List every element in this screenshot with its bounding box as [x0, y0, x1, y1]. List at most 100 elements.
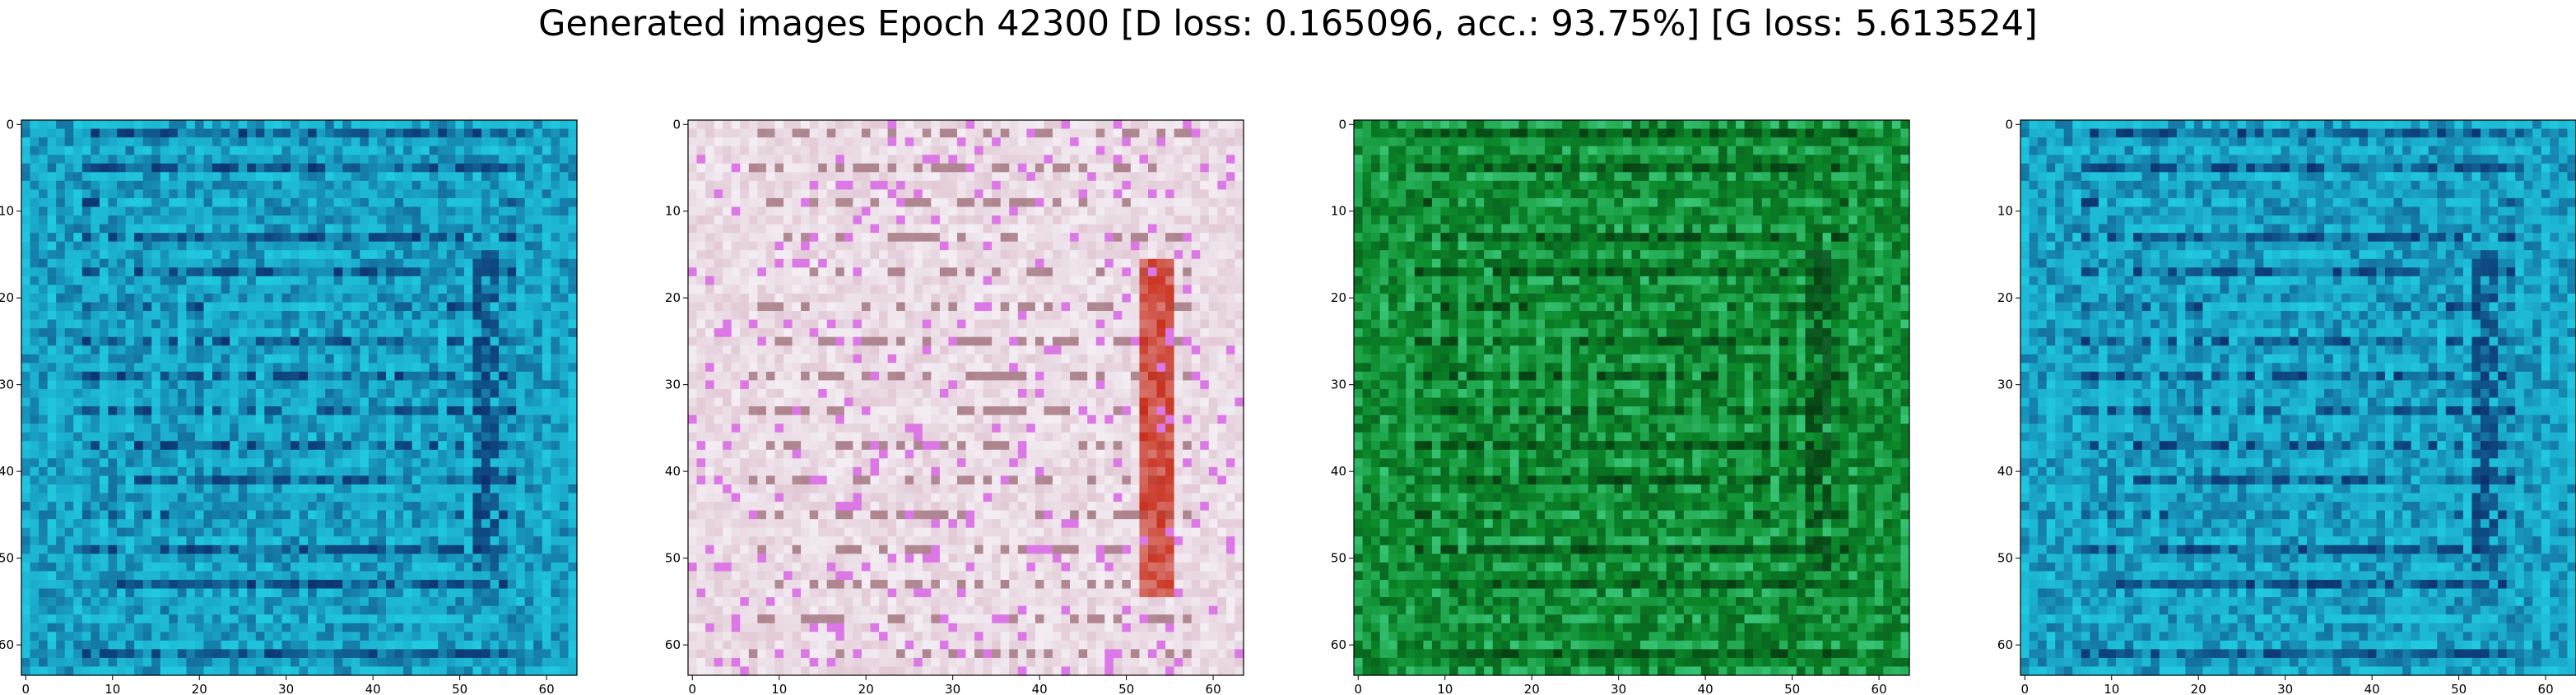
x-tick-label: 40: [1032, 682, 1048, 695]
x-tick-label: 20: [192, 682, 207, 695]
x-tick: 20: [1524, 675, 1540, 695]
axes-frame: [687, 119, 1244, 676]
x-tick: 20: [192, 675, 207, 695]
x-tick-label: 20: [1524, 682, 1540, 695]
x-tick-label: 0: [1355, 682, 1363, 695]
y-tick-label: 20: [1997, 290, 2013, 305]
x-tick: 10: [105, 675, 120, 695]
y-tick-label: 10: [1331, 204, 1346, 219]
y-tick-label: 60: [665, 637, 681, 652]
y-tick-label: 10: [0, 204, 14, 219]
x-tick-label: 10: [771, 682, 787, 695]
x-tick: 50: [1118, 675, 1134, 695]
x-tick-label: 20: [858, 682, 874, 695]
x-tick-label: 10: [1437, 682, 1453, 695]
x-tick: 40: [2364, 675, 2380, 695]
image-panel-2: 0 10 20 30 40 50 60 0 10 20 30 40 50 60: [665, 117, 1244, 695]
x-tick: 10: [1437, 675, 1453, 695]
y-tick: 50: [665, 551, 688, 566]
y-tick: 20: [1997, 290, 2020, 305]
x-tick: 10: [771, 675, 787, 695]
y-tick-label: 50: [1331, 551, 1346, 566]
y-tick: 0: [672, 117, 688, 132]
y-tick-label: 20: [1331, 290, 1346, 305]
y-tick-label: 40: [1331, 464, 1346, 479]
y-tick-label: 60: [1997, 637, 2013, 652]
x-tick-label: 60: [539, 682, 555, 695]
x-tick-label: 0: [2021, 682, 2030, 695]
y-tick: 0: [1338, 117, 1354, 132]
y-tick-label: 0: [672, 117, 681, 132]
y-tick-label: 0: [1338, 117, 1346, 132]
x-tick-label: 30: [1611, 682, 1626, 695]
x-tick: 30: [1611, 675, 1626, 695]
x-tick: 20: [858, 675, 874, 695]
y-tick-label: 0: [6, 117, 14, 132]
y-tick-label: 40: [1997, 464, 2013, 479]
figure-suptitle: Generated images Epoch 42300 [D loss: 0.…: [538, 3, 2038, 44]
y-tick: 10: [665, 204, 688, 219]
x-tick-label: 40: [2364, 682, 2380, 695]
x-tick: 0: [1355, 675, 1363, 695]
y-tick: 30: [1331, 378, 1354, 392]
x-tick: 0: [22, 675, 30, 695]
x-tick: 60: [2538, 675, 2554, 695]
y-tick: 60: [1331, 637, 1354, 652]
y-tick: 0: [6, 117, 21, 132]
x-tick: 60: [1872, 675, 1887, 695]
y-tick: 20: [0, 290, 21, 305]
x-tick-label: 0: [689, 682, 697, 695]
y-tick-label: 30: [665, 378, 681, 392]
x-tick-label: 50: [1118, 682, 1134, 695]
y-tick-label: 30: [1331, 378, 1346, 392]
y-tick-label: 40: [665, 464, 681, 479]
image-panel-3: 0 10 20 30 40 50 60 0 10 20 30 40 50 60: [1331, 117, 1910, 695]
y-tick: 20: [665, 290, 688, 305]
y-tick-label: 20: [665, 290, 681, 305]
axes-frame: [21, 119, 578, 676]
x-tick-label: 30: [2277, 682, 2293, 695]
y-tick-label: 10: [1997, 204, 2013, 219]
x-tick-label: 60: [1872, 682, 1887, 695]
image-pixels: [2020, 120, 2576, 676]
y-tick: 0: [2005, 117, 2020, 132]
y-tick: 60: [0, 637, 21, 652]
x-tick: 50: [452, 675, 467, 695]
y-tick: 10: [0, 204, 21, 219]
y-tick-label: 60: [1331, 637, 1346, 652]
y-tick-label: 20: [0, 290, 14, 305]
x-tick-label: 10: [2104, 682, 2119, 695]
y-tick: 30: [1997, 378, 2020, 392]
x-tick: 10: [2104, 675, 2119, 695]
y-tick: 10: [1997, 204, 2020, 219]
x-tick: 40: [1032, 675, 1048, 695]
x-tick: 30: [2277, 675, 2293, 695]
y-tick-label: 50: [665, 551, 681, 566]
y-tick-label: 30: [0, 378, 14, 392]
x-tick-label: 0: [22, 682, 30, 695]
x-tick: 50: [2451, 675, 2467, 695]
x-tick: 60: [1206, 675, 1221, 695]
x-tick: 30: [945, 675, 960, 695]
x-tick: 0: [689, 675, 697, 695]
x-tick-label: 10: [105, 682, 120, 695]
y-tick-label: 10: [665, 204, 681, 219]
y-tick: 60: [1997, 637, 2020, 652]
x-tick-label: 60: [2538, 682, 2554, 695]
x-tick-label: 50: [1784, 682, 1800, 695]
x-tick-label: 40: [1698, 682, 1713, 695]
y-tick-label: 40: [0, 464, 14, 479]
y-tick: 10: [1331, 204, 1354, 219]
y-tick: 50: [1331, 551, 1354, 566]
axes-frame: [1353, 119, 1910, 676]
x-tick: 40: [1698, 675, 1713, 695]
x-tick-label: 60: [1206, 682, 1221, 695]
y-tick: 60: [665, 637, 688, 652]
x-tick-label: 50: [2451, 682, 2467, 695]
y-tick: 50: [1997, 551, 2020, 566]
x-tick-label: 30: [945, 682, 960, 695]
axes-frame: [2020, 119, 2576, 676]
y-tick-label: 30: [1997, 378, 2013, 392]
y-tick-label: 50: [1997, 551, 2013, 566]
image-pixels: [21, 120, 578, 676]
